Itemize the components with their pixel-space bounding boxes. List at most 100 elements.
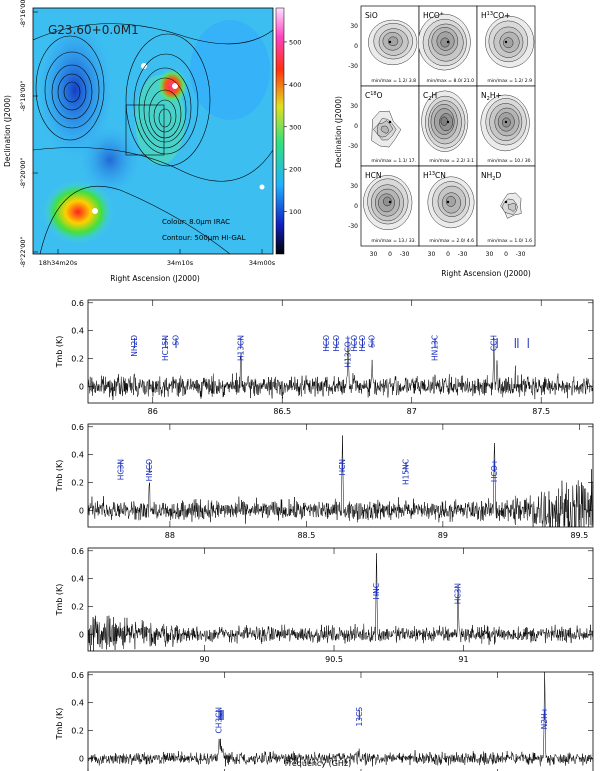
line-label: SiO [368,335,377,348]
minmax-label: min/max = 13./ 33. [371,238,416,244]
molecule-name: HCO+ [423,11,444,20]
line-label: HCO+ [490,459,499,482]
y-tick-label: 0.2 [71,726,84,735]
y-tick-label: 0 [79,506,84,515]
map-x-tick: 34m00s [249,259,276,267]
line-label: HCO [332,335,341,352]
y-tick-label: 0.6 [71,423,84,432]
line-label: SO [172,335,181,346]
molecule-name: C18O [365,91,383,100]
map-y-ticks: -8°16'00" -8°18'00" -8°20'00" -8°22'00" [19,0,38,268]
line-label: CCH [489,335,498,351]
grid-y-tick: -30 [348,223,358,230]
y-tick-label: 0.2 [71,354,84,363]
grid-x-tick: 30 [370,251,378,258]
spectrum-panel: 0 0.2 0.4 0.6 88 88.5 89 89.5 Tmb (K) HC3N HNCO HCN… [55,423,594,540]
y-tick-label: 0.2 [71,478,84,487]
grid-y-tick: 30 [350,183,358,190]
y-tick-label: 0.2 [71,602,84,611]
line-label: HC3N [454,583,463,604]
y-tick-label: 0.6 [71,671,84,680]
grid-y-tick: -30 [348,63,358,70]
spectrum-panel: 0 0.2 0.4 0.6 86 86.5 87 87.5 Tmb (K) NH2D HC15N SO… [55,299,594,416]
x-tick-label: 90.5 [325,655,343,664]
minmax-label: min/max = 1.1/ 17. [371,158,416,164]
grid-x-ticks: 30 0 -30 30 0 -30 30 0 -30 [370,251,526,258]
molecule-panel: H13CN min/max = 2.0/ 4.6 [418,165,478,247]
colorbar-ticks: 100 200 300 400 500 [284,38,301,216]
x-tick-label: 88 [165,531,175,540]
line-label: H13CO+ [344,335,353,368]
minmax-label: min/max = 8.0/ 21.0 [426,78,474,84]
grid-x-tick: 30 [486,251,494,258]
colorbar-tick: 200 [289,166,301,174]
minmax-label: min/max = 1.2/ 2.9 [487,78,532,84]
molecule-panel: N2H+ min/max = 10./ 30. [476,85,536,167]
colorbar-tick: 300 [289,123,301,131]
spectrum-trace [87,337,594,401]
y-axis-label: Tmb (K) [55,584,64,617]
map-xlabel: Right Ascension (J2000) [110,274,200,283]
y-tick-label: 0.4 [71,699,84,708]
grid-x-tick: 0 [446,251,450,258]
line-label: HC3N [116,459,125,480]
spectra-panel: 0 0.2 0.4 0.6 86 86.5 87 87.5 Tmb (K) NH2D HC15N SO… [55,299,594,771]
molecule-name: NH2D [481,171,501,182]
line-label: HN13C [431,335,440,361]
map-ylabel: Declination (J2000) [3,95,12,167]
molecule-panel: C2H min/max = 2.2/ 3.1 [418,85,478,167]
molecule-panel: C18O min/max = 1.1/ 17. [360,85,420,167]
ir-map-panel: G23.60+0.0M1 Colour: 8.0μm IRAC Contour:… [3,0,301,283]
x-tick-label: 89.5 [570,531,588,540]
x-tick-label: 87.5 [532,407,550,416]
grid-x-tick: -30 [400,251,410,258]
y-tick-label: 0.4 [71,451,84,460]
spectra-xlabel: Frequency (GHz) [285,759,352,768]
y-tick-label: 0.6 [71,547,84,556]
contours [33,23,273,254]
spectrum-trace [87,435,594,528]
grid-y-tick: 0 [354,43,358,50]
line-label: CH3CN [215,707,224,734]
x-tick-label: 86.5 [273,407,291,416]
grid-y-tick: 0 [354,123,358,130]
line-label: HCN [338,459,347,476]
grid-x-tick: 30 [428,251,436,258]
grid-x-tick: 0 [388,251,392,258]
molecule-panel: HCO+ min/max = 8.0/ 21.0 [418,5,478,87]
x-tick-label: 90 [199,655,209,664]
colour-label: Colour: 8.0μm IRAC [162,218,230,226]
grid-y-tick: 30 [350,23,358,30]
x-tick-label: 88.5 [297,531,315,540]
line-label: HCO [350,335,359,352]
molecule-name: H13CO+ [481,11,510,20]
molecule-name: SiO [365,11,378,20]
grid-y-tick: 0 [354,203,358,210]
grid-y-ticks: 30 0 -30 30 0 -30 30 0 -30 [348,23,358,230]
molecule-name: H13CN [423,171,446,180]
minmax-label: min/max = 1.2/ 3.8 [371,78,416,84]
line-label: HCO [322,335,331,352]
y-axis-label: Tmb (K) [55,708,64,741]
spectrum-trace [87,553,594,652]
molecule-name: N2H+ [481,91,502,102]
colorbar-tick: 100 [289,208,301,216]
map-x-tick: 34m10s [167,259,194,267]
minmax-label: min/max = 2.2/ 3.1 [429,158,474,164]
colorbar-tick: 400 [289,81,301,89]
y-tick-label: 0.4 [71,327,84,336]
line-label: 13CS [355,707,364,727]
line-label: HCO [358,335,367,352]
map-x-ticks: 18h34m20s 34m10s 34m00s [39,249,276,267]
colorbar-tick: 500 [289,38,301,46]
map-x-tick: 18h34m20s [39,259,78,267]
molecule-panel: SiO min/max = 1.2/ 3.8 [360,5,420,87]
molecule-panel: HCN min/max = 13./ 33. [360,165,420,247]
y-tick-label: 0.4 [71,575,84,584]
ir-image [33,8,273,254]
minmax-label: min/max = 1.0/ 1.6 [487,238,532,244]
line-label: HNCO [145,459,154,481]
y-tick-label: 0 [79,382,84,391]
line-label: H13CN [236,335,245,361]
grid-x-tick: -30 [516,251,526,258]
